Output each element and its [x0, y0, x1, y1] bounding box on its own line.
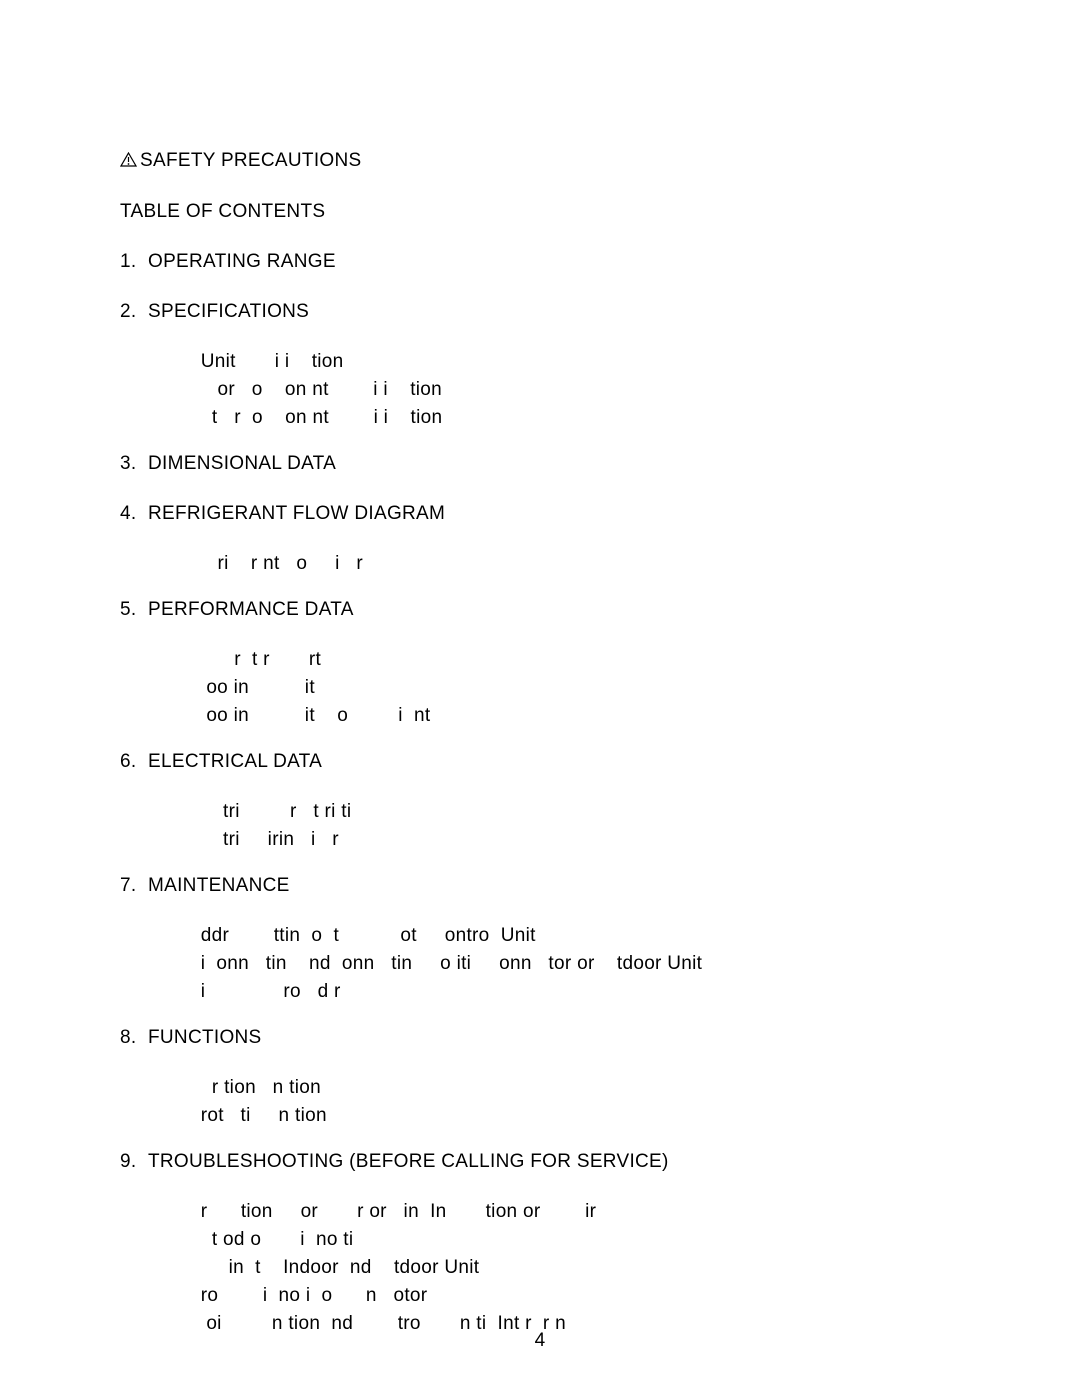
- toc-title: TABLE OF CONTENTS: [120, 201, 960, 223]
- section-heading: 9.TROUBLESHOOTING (BEFORE CALLING FOR SE…: [120, 1151, 960, 1173]
- section-number: 8.: [120, 1027, 148, 1049]
- section-block: 9.TROUBLESHOOTING (BEFORE CALLING FOR SE…: [120, 1151, 960, 1335]
- section-block: 8.FUNCTIONS r tion n tion rot ti n tion: [120, 1027, 960, 1127]
- section-subitem: rot ti n tion: [184, 1105, 960, 1127]
- section-number: 6.: [120, 751, 148, 773]
- section-subitem: Unit i i tion: [184, 351, 960, 373]
- section-subitem: t od o i no ti: [184, 1229, 960, 1251]
- section-block: 3.DIMENSIONAL DATA: [120, 453, 960, 475]
- section-title: SPECIFICATIONS: [148, 301, 309, 323]
- section-subitem: oo in it o i nt: [184, 705, 960, 727]
- sections-container: 1.OPERATING RANGE 2.SPECIFICATIONS Unit i…: [120, 251, 960, 1335]
- section-heading: 7.MAINTENANCE: [120, 875, 960, 897]
- section-title: MAINTENANCE: [148, 875, 290, 897]
- safety-precautions-line: SAFETY PRECAUTIONS: [120, 150, 960, 173]
- section-subitem: or o on nt i i tion: [184, 379, 960, 401]
- section-subitem: ri r nt o i r: [184, 553, 960, 575]
- page-number: 4: [0, 1330, 1080, 1352]
- section-number: 4.: [120, 503, 148, 525]
- section-heading: 3.DIMENSIONAL DATA: [120, 453, 960, 475]
- section-subitem: ddr ttin o t ot ontro Unit: [184, 925, 960, 947]
- section-block: 2.SPECIFICATIONS Unit i i tion or o on n…: [120, 301, 960, 429]
- section-number: 1.: [120, 251, 148, 273]
- section-subitem: r t r rt: [184, 649, 960, 671]
- section-number: 2.: [120, 301, 148, 323]
- section-block: 7.MAINTENANCE ddr ttin o t ot ontro Unit…: [120, 875, 960, 1003]
- section-title: REFRIGERANT FLOW DIAGRAM: [148, 503, 445, 525]
- section-block: 5.PERFORMANCE DATA r t r rt oo in it oo …: [120, 599, 960, 727]
- section-block: 6.ELECTRICAL DATA tri r t ri ti tri irin…: [120, 751, 960, 851]
- section-subitem: r tion n tion: [184, 1077, 960, 1099]
- section-subitem: ro i no i o n otor: [184, 1285, 960, 1307]
- section-subitem: r tion or r or in In tion or ir: [184, 1201, 960, 1223]
- section-block: 4.REFRIGERANT FLOW DIAGRAM ri r nt o i r: [120, 503, 960, 575]
- section-block: 1.OPERATING RANGE: [120, 251, 960, 273]
- section-heading: 1.OPERATING RANGE: [120, 251, 960, 273]
- section-title: OPERATING RANGE: [148, 251, 336, 273]
- warning-icon: [120, 151, 137, 173]
- section-heading: 2.SPECIFICATIONS: [120, 301, 960, 323]
- section-title: DIMENSIONAL DATA: [148, 453, 336, 475]
- section-subitem: tri irin i r: [184, 829, 960, 851]
- section-heading: 4.REFRIGERANT FLOW DIAGRAM: [120, 503, 960, 525]
- section-title: PERFORMANCE DATA: [148, 599, 354, 621]
- section-heading: 5.PERFORMANCE DATA: [120, 599, 960, 621]
- section-heading: 8.FUNCTIONS: [120, 1027, 960, 1049]
- section-number: 5.: [120, 599, 148, 621]
- section-number: 7.: [120, 875, 148, 897]
- section-title: FUNCTIONS: [148, 1027, 262, 1049]
- safety-precautions-label: SAFETY PRECAUTIONS: [140, 150, 361, 171]
- section-subitem: tri r t ri ti: [184, 801, 960, 823]
- section-subitem: oo in it: [184, 677, 960, 699]
- section-subitem: i ro d r: [184, 981, 960, 1003]
- section-subitem: in t Indoor nd tdoor Unit: [184, 1257, 960, 1279]
- section-subitem: t r o on nt i i tion: [184, 407, 960, 429]
- page: SAFETY PRECAUTIONS TABLE OF CONTENTS 1.O…: [0, 0, 1080, 1397]
- section-subitem: i onn tin nd onn tin o iti onn tor or td…: [184, 953, 960, 975]
- section-title: TROUBLESHOOTING (BEFORE CALLING FOR SERV…: [148, 1151, 669, 1173]
- section-number: 3.: [120, 453, 148, 475]
- section-number: 9.: [120, 1151, 148, 1173]
- section-title: ELECTRICAL DATA: [148, 751, 322, 773]
- section-heading: 6.ELECTRICAL DATA: [120, 751, 960, 773]
